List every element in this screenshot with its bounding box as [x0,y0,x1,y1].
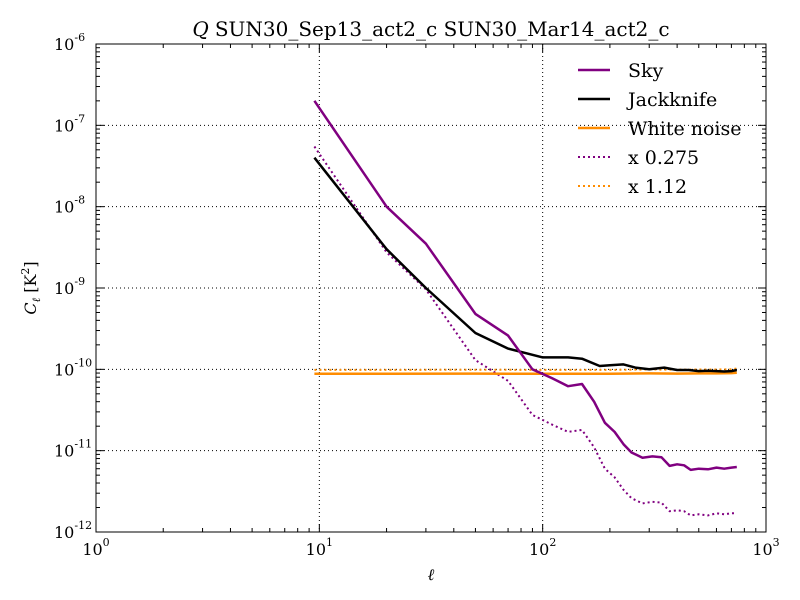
y-tick-label: 10-12 [54,519,92,542]
y-tick-exponent: -12 [74,519,92,532]
series-line-x-1-12 [314,367,737,371]
y-tick-base: 10 [54,523,74,542]
series-lines [313,100,738,517]
y-axis-label-symbol: C [21,302,40,314]
ticks [95,43,767,533]
x-tick-exponent: 1 [326,536,333,549]
x-tick-exponent: 0 [103,536,110,549]
y-tick-base: 10 [54,279,74,298]
y-tick-exponent: -6 [74,31,85,44]
x-axis-label: ℓ [428,565,435,584]
y-tick-exponent: -7 [74,112,85,125]
y-axis-label-unit: [K [21,274,40,293]
y-tick-label: 10-6 [54,31,85,54]
y-axis-label-unit-close: ] [21,261,40,267]
chart-title-text: SUN30_Sep13_act2_c SUN30_Mar14_act2_c [215,17,670,41]
x-tick-label: 103 [752,536,779,559]
y-tick-exponent: -11 [74,438,92,451]
series-line-sky [313,100,737,472]
y-tick-exponent: -8 [74,194,85,207]
y-tick-label: 10-11 [54,438,92,461]
y-tick-exponent: -10 [74,356,92,369]
legend-label: White noise [628,118,742,140]
legend: Sky Jackknife White noise x 0.275 x 1.12 [578,60,742,198]
y-tick-label: 10-8 [54,194,85,217]
y-axis-label-unit-sup: 2 [19,268,32,275]
legend-label: x 1.12 [628,176,687,198]
series-line-x-0-275 [313,145,737,517]
x-tick-base: 10 [752,540,772,559]
x-tick-labels: 100 101 102 103 [82,536,779,559]
x-tick-label: 101 [306,536,333,559]
x-tick-exponent: 3 [773,536,780,549]
legend-label: x 0.275 [628,147,699,169]
legend-label: Sky [628,60,664,82]
y-axis-label-subscript: ℓ [30,297,43,302]
x-tick-base: 10 [82,540,102,559]
chart-title: Q SUN30_Sep13_act2_c SUN30_Mar14_act2_c [192,17,669,41]
y-tick-label: 10-9 [54,275,85,298]
y-tick-label: 10-7 [54,112,85,135]
chart-title-variable: Q [192,17,208,41]
y-tick-base: 10 [54,35,74,54]
x-tick-exponent: 2 [549,536,556,549]
y-axis-label: Cℓ [K2] [19,261,43,314]
series-line-white-noise [314,371,737,376]
y-tick-base: 10 [54,442,74,461]
legend-label: Jackknife [626,89,717,111]
y-tick-base: 10 [54,198,74,217]
series-line-jackknife [313,156,738,373]
x-tick-base: 10 [306,540,326,559]
x-tick-label: 100 [82,536,109,559]
x-tick-label: 102 [529,536,556,559]
y-tick-base: 10 [54,360,74,379]
y-tick-base: 10 [54,116,74,135]
grid [96,44,766,532]
x-tick-base: 10 [529,540,549,559]
y-tick-exponent: -9 [74,275,85,288]
y-tick-label: 10-10 [54,356,92,379]
